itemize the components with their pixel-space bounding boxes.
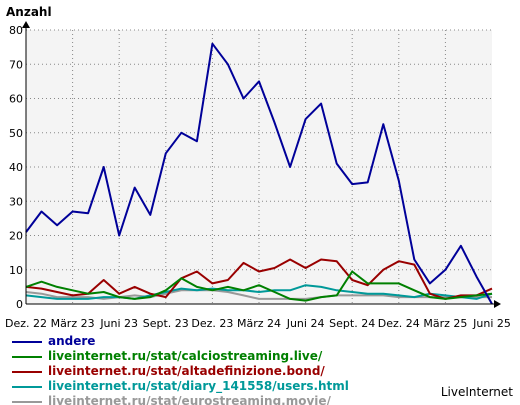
x-tick-label: Dez. 24: [378, 317, 420, 330]
y-tick-label: 20: [9, 230, 23, 243]
y-tick-label: 70: [9, 58, 23, 71]
legend-swatch: [12, 356, 42, 358]
y-tick-label: 80: [9, 24, 23, 37]
x-tick-label: Juni 25: [472, 317, 511, 330]
legend-swatch: [12, 386, 42, 388]
legend-label: liveinternet.ru/stat/altadefinizione.bon…: [48, 364, 325, 378]
axes: [22, 21, 501, 308]
y-tick-label: 60: [9, 93, 23, 106]
series-line: [25, 258, 493, 300]
y-tick-label: 0: [16, 298, 23, 311]
x-tick-labels: Dez. 22 März 23 Juni 23 Sept. 23 Dez. 23 März…: [5, 317, 511, 330]
series-lines: [25, 42, 493, 305]
y-tick-label: 10: [9, 264, 23, 277]
legend-swatch: [12, 341, 42, 343]
series-line: [25, 270, 493, 302]
legend-label: liveinternet.ru/stat/calciostreaming.liv…: [48, 349, 323, 363]
x-tick-label: März 23: [51, 317, 95, 330]
y-axis-label: Anzahl: [6, 5, 52, 19]
x-tick-label: März 25: [423, 317, 467, 330]
series-line: [25, 284, 493, 300]
y-tick-labels: 0 10 20 30 40 50 60 70 80: [9, 24, 23, 311]
x-tick-label: Dez. 23: [191, 317, 233, 330]
x-tick-label: Dez. 22: [5, 317, 47, 330]
x-tick-label: Sept. 23: [143, 317, 189, 330]
legend-swatch: [12, 401, 42, 403]
y-tick-label: 40: [9, 161, 23, 174]
x-tick-label: März 24: [237, 317, 281, 330]
x-tick-label: Juni 23: [99, 317, 138, 330]
x-axis-arrow: [494, 300, 501, 308]
legend-label: liveinternet.ru/stat/diary_141558/users.…: [48, 379, 349, 393]
legend-label: andere: [48, 334, 96, 348]
legend-label: liveinternet.ru/stat/eurostreaming.movie…: [48, 394, 331, 405]
x-tick-label: Sept. 24: [329, 317, 375, 330]
x-tick-label: Juni 24: [286, 317, 325, 330]
line-chart: Anzahl 0 10 20 30 40 50 60 70 80 Dez. 22 März 23 J…: [5, 5, 511, 330]
legend-swatch: [12, 371, 42, 373]
grid-lines: [26, 29, 492, 304]
brand-label: LiveInternet: [440, 385, 513, 399]
y-axis-arrow: [22, 21, 30, 28]
y-tick-label: 50: [9, 127, 23, 140]
y-tick-label: 30: [9, 195, 23, 208]
series-line: [25, 42, 493, 305]
